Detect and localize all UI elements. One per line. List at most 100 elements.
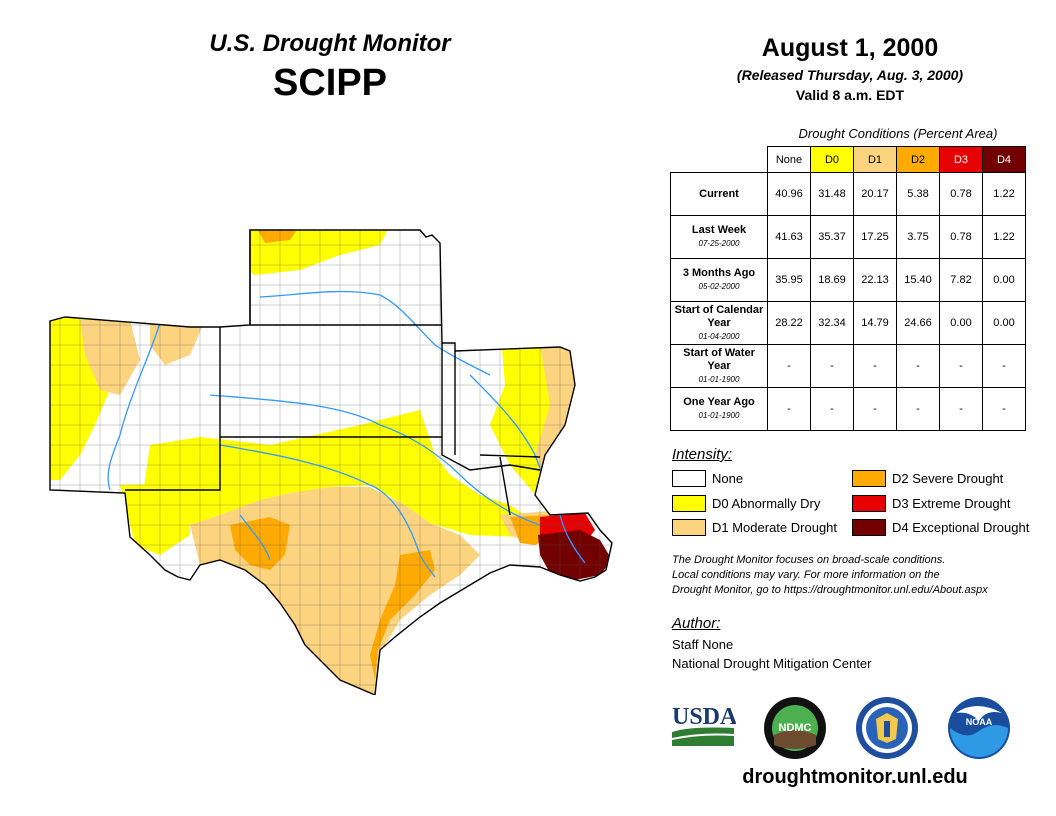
table-cell: 7.82 <box>939 258 983 302</box>
table-cell: 5.38 <box>896 172 940 216</box>
legend-item: None <box>672 470 743 487</box>
legend-label: None <box>712 471 744 486</box>
author-label: Author: <box>672 615 721 632</box>
table-cell: - <box>939 387 983 431</box>
legend-label: D0 Abnormally Dry <box>712 496 821 511</box>
usda-logo-text: USDA <box>672 704 736 730</box>
column-header-d3: D3 <box>939 146 983 173</box>
table-cell: - <box>896 344 940 388</box>
table-row: Start of Calendar Year 01-04-2000 28.22 32.… <box>670 301 1026 345</box>
conditions-table: None D0 D1 D2 D3 D4 Current 40.96 31.48 20.17 5.3… <box>670 146 1026 431</box>
legend-swatch <box>672 470 706 487</box>
released-date: (Released Thursday, Aug. 3, 2000) <box>736 67 964 83</box>
legend-swatch <box>672 519 706 536</box>
table-cell: 35.95 <box>767 258 811 302</box>
ndmc-logo-text: NDMC <box>779 722 812 734</box>
table-row: Last Week 07-25-2000 41.63 35.37 17.25 3.75 0.… <box>670 215 1026 259</box>
footer-url[interactable]: droughtmonitor.unl.edu <box>742 766 968 788</box>
row-header: Start of Calendar Year 01-04-2000 <box>670 301 768 345</box>
row-date: 07-25-2000 <box>698 239 740 248</box>
legend-item: D3 Extreme Drought <box>852 495 1011 512</box>
ndmc-logo: NDMC <box>764 697 826 759</box>
table-cell: - <box>896 387 940 431</box>
row-date: 05-02-2000 <box>698 282 740 291</box>
table-cell: 18.69 <box>810 258 854 302</box>
table-cell: 41.63 <box>767 215 811 259</box>
map-date: August 1, 2000 <box>761 34 939 62</box>
column-header-d0: D0 <box>810 146 854 173</box>
table-cell: - <box>982 387 1026 431</box>
row-header: Current <box>670 172 768 216</box>
table-cell: 22.13 <box>853 258 897 302</box>
column-header-d2: D2 <box>896 146 940 173</box>
row-date: 01-01-1900 <box>698 411 740 420</box>
table-cell: 31.48 <box>810 172 854 216</box>
row-label: Last Week <box>691 224 747 236</box>
intensity-label: Intensity: <box>672 446 733 463</box>
table-row: 3 Months Ago 05-02-2000 35.95 18.69 22.13 15.… <box>670 258 1026 302</box>
table-cell: 35.37 <box>810 215 854 259</box>
legend-item: D2 Severe Drought <box>852 470 1003 487</box>
row-label: Current <box>699 187 739 200</box>
legend-swatch <box>672 495 706 512</box>
legend-item: D4 Exceptional Drought <box>852 519 1029 536</box>
table-cell: 0.00 <box>939 301 983 345</box>
legend-label: D1 Moderate Drought <box>712 520 838 535</box>
column-header-d4: D4 <box>982 146 1026 173</box>
drought-map <box>49 229 613 695</box>
note-line: The Drought Monitor focuses on broad-sca… <box>672 554 946 566</box>
table-cell: 20.17 <box>853 172 897 216</box>
state-borders <box>125 230 541 516</box>
row-label: 3 Months Ago <box>682 267 756 279</box>
region-title: SCIPP <box>272 62 388 104</box>
legend-label: D2 Severe Drought <box>892 471 1004 486</box>
table-cell: - <box>767 387 811 431</box>
table-cell: 1.22 <box>982 172 1026 216</box>
row-header: One Year Ago 01-01-1900 <box>670 387 768 431</box>
table-cell: 24.66 <box>896 301 940 345</box>
d4-area <box>538 530 612 580</box>
table-row: Start of Water Year 01-01-1900- - - - - - <box>670 344 1026 388</box>
author-org: National Drought Mitigation Center <box>672 656 872 671</box>
row-label: Start of Water Year <box>683 346 755 372</box>
column-header-d1: D1 <box>853 146 897 173</box>
note-line: Drought Monitor, go to https://droughtmo… <box>672 584 988 596</box>
table-cell: 1.22 <box>982 215 1026 259</box>
row-label: Start of Calendar Year <box>674 303 764 329</box>
conditions-caption: Drought Conditions (Percent Area) <box>798 126 998 141</box>
row-header: Last Week 07-25-2000 <box>670 215 768 259</box>
table-cell: 17.25 <box>853 215 897 259</box>
table-row: One Year Ago 01-01-1900- - - - - - <box>670 387 1026 431</box>
table-cell: 0.78 <box>939 172 983 216</box>
table-cell: 15.40 <box>896 258 940 302</box>
usda-logo: USDA <box>672 704 736 746</box>
table-cell: 40.96 <box>767 172 811 216</box>
noaa-logo-text: NOAA <box>966 717 993 727</box>
legend-label: D4 Exceptional Drought <box>892 520 1030 535</box>
date-block: August 1, 2000 (Released Thursday, Aug. … <box>680 34 1020 103</box>
note-line: Local conditions may vary. For more info… <box>672 569 940 581</box>
table-cell: 0.00 <box>982 301 1026 345</box>
noaa-logo: NOAA <box>948 697 1010 759</box>
table-cell: - <box>939 344 983 388</box>
title-block: U.S. Drought Monitor SCIPP <box>150 30 510 105</box>
column-header-none: None <box>767 146 811 173</box>
row-date: 01-04-2000 <box>698 331 740 341</box>
table-cell: - <box>810 387 854 431</box>
legend-swatch <box>852 470 886 487</box>
valid-time: Valid 8 a.m. EDT <box>795 87 905 103</box>
row-date: 01-01-1900 <box>698 374 740 384</box>
map-subtitle: U.S. Drought Monitor <box>209 30 451 57</box>
legend-label: D3 Extreme Drought <box>892 496 1011 511</box>
table-cell: - <box>853 387 897 431</box>
row-label: One Year Ago <box>683 396 755 408</box>
disclaimer-note: The Drought Monitor focuses on broad-sca… <box>672 553 1042 598</box>
table-cell: 0.00 <box>982 258 1026 302</box>
legend-item: D1 Moderate Drought <box>672 519 837 536</box>
commerce-seal-logo <box>856 697 918 759</box>
table-cell: 3.75 <box>896 215 940 259</box>
table-row: Current 40.96 31.48 20.17 5.38 0.78 1.22 <box>670 172 1026 216</box>
legend-swatch <box>852 519 886 536</box>
table-cell: 0.78 <box>939 215 983 259</box>
row-header: 3 Months Ago 05-02-2000 <box>670 258 768 302</box>
